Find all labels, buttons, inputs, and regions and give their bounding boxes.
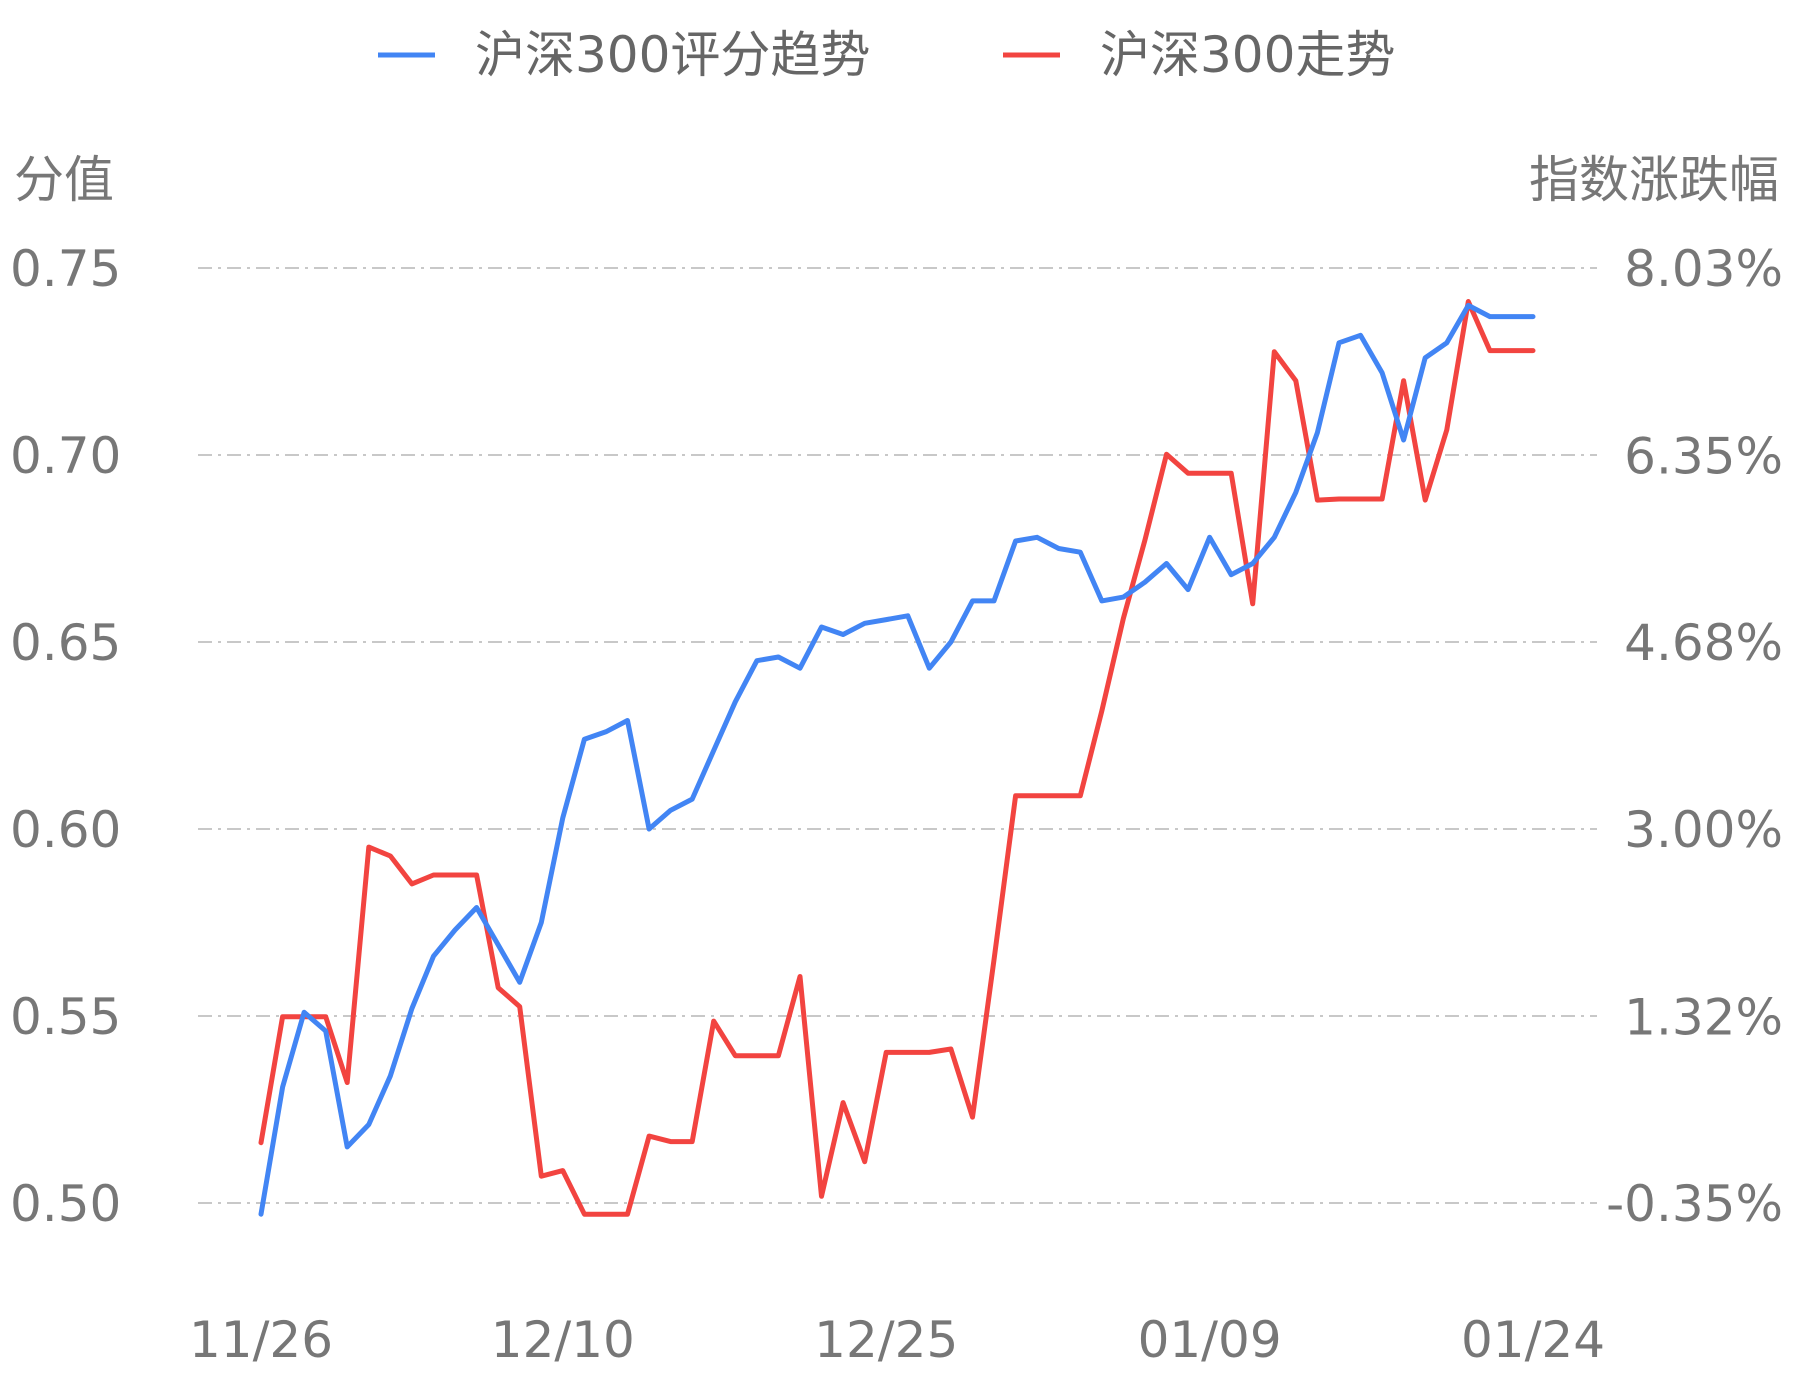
x-axis-ticks: 11/26 12/10 12/25 01/09 01/24: [189, 1311, 1605, 1369]
plot-area: [258, 299, 1536, 1217]
y-right-tick-label: 4.68%: [1624, 614, 1783, 672]
y-left-tick-label: 0.70: [10, 427, 121, 485]
x-tick-label: 01/24: [1461, 1311, 1605, 1369]
y-left-tick-label: 0.75: [10, 240, 121, 298]
legend-label-index: 沪深300走势: [1100, 26, 1395, 84]
series-line-score[interactable]: [258, 302, 1536, 1217]
x-tick-label: 11/26: [189, 1311, 333, 1369]
legend-label-score: 沪深300评分趋势: [475, 26, 870, 84]
y-right-tick-label: 3.00%: [1624, 801, 1783, 859]
y-right-tick-label: 6.35%: [1624, 427, 1783, 485]
x-tick-label: 12/25: [814, 1311, 958, 1369]
y-axis-left-title: 分值: [14, 151, 114, 209]
y-right-tick-label: 8.03%: [1624, 240, 1783, 298]
y-left-tick-label: 0.50: [10, 1175, 121, 1233]
series-line-index[interactable]: [258, 299, 1536, 1217]
y-left-tick-label: 0.60: [10, 801, 121, 859]
y-left-tick-label: 0.65: [10, 614, 121, 672]
legend: 沪深300评分趋势 沪深300走势: [378, 26, 1395, 84]
gridlines: [198, 267, 1597, 1204]
y-right-tick-label: -0.35%: [1606, 1175, 1783, 1233]
legend-item-index[interactable]: 沪深300走势: [1003, 26, 1395, 84]
x-tick-label: 12/10: [491, 1311, 635, 1369]
y-axis-right-title: 指数涨跌幅: [1529, 151, 1779, 209]
y-axis-right-ticks: 8.03% 6.35% 4.68% 3.00% 1.32% -0.35%: [1606, 240, 1783, 1233]
y-left-tick-label: 0.55: [10, 988, 121, 1046]
y-axis-left-ticks: 0.75 0.70 0.65 0.60 0.55 0.50: [10, 240, 121, 1233]
x-tick-label: 01/09: [1138, 1311, 1282, 1369]
legend-item-score[interactable]: 沪深300评分趋势: [378, 26, 870, 84]
y-right-tick-label: 1.32%: [1624, 989, 1783, 1047]
